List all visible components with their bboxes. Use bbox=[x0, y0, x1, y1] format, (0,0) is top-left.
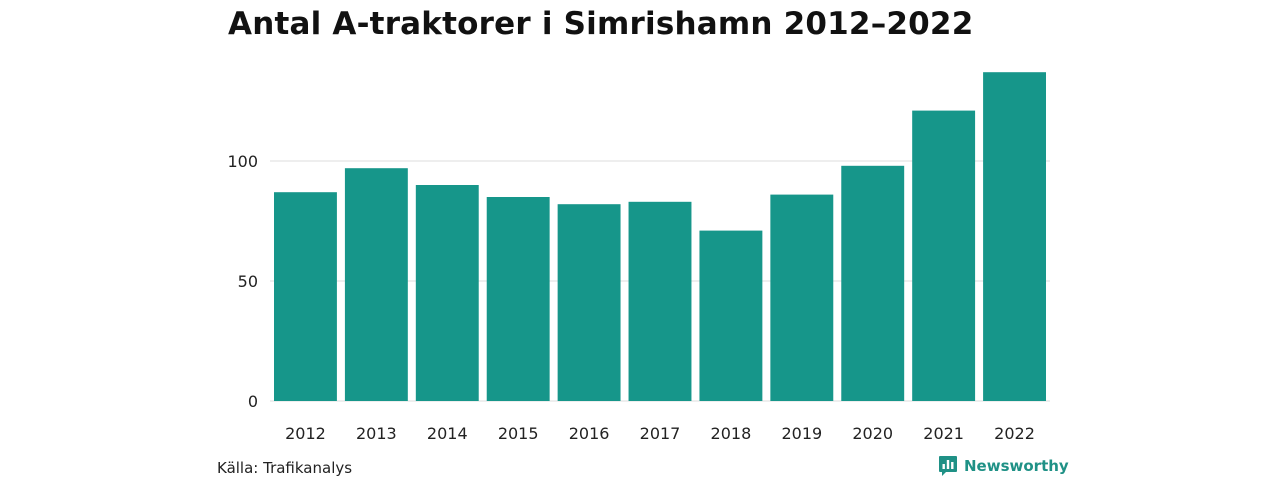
y-tick-label: 100 bbox=[227, 152, 258, 171]
bar-2020 bbox=[841, 165, 905, 401]
bar-2016 bbox=[557, 204, 621, 401]
x-tick-label: 2014 bbox=[427, 424, 468, 443]
bar-2018 bbox=[699, 230, 763, 401]
source-note: Källa: Trafikanalys bbox=[217, 459, 353, 477]
x-tick-label: 2020 bbox=[852, 424, 893, 443]
chart-title: Antal A-traktorer i Simrishamn 2012–2022 bbox=[228, 6, 974, 42]
brand-name: Newsworthy bbox=[964, 457, 1069, 475]
bar-2017 bbox=[628, 201, 692, 401]
y-axis-ticks: 0 50 100 bbox=[227, 152, 258, 411]
x-tick-label: 2022 bbox=[994, 424, 1035, 443]
x-axis-ticks: 2012 2013 2014 2015 2016 2017 2018 2019 2020 2021… bbox=[285, 424, 1035, 443]
bar-2022 bbox=[983, 72, 1046, 401]
x-tick-label: 2015 bbox=[498, 424, 539, 443]
bar-2019 bbox=[770, 194, 834, 401]
y-tick-label: 0 bbox=[248, 392, 258, 411]
x-tick-label: 2018 bbox=[711, 424, 752, 443]
bars bbox=[274, 72, 1046, 401]
newsworthy-logo-icon bbox=[939, 456, 957, 476]
bar-2021 bbox=[912, 110, 976, 401]
y-tick-label: 50 bbox=[238, 272, 258, 291]
bar-2014 bbox=[415, 185, 479, 401]
bar-2013 bbox=[344, 168, 408, 401]
x-tick-label: 2016 bbox=[569, 424, 610, 443]
x-tick-label: 2012 bbox=[285, 424, 326, 443]
x-tick-label: 2013 bbox=[356, 424, 397, 443]
bar-2012 bbox=[274, 192, 337, 401]
bar-2015 bbox=[486, 197, 550, 401]
brand-logo: Newsworthy bbox=[938, 455, 1069, 477]
x-tick-label: 2019 bbox=[781, 424, 822, 443]
x-tick-label: 2017 bbox=[640, 424, 681, 443]
x-tick-label: 2021 bbox=[923, 424, 964, 443]
